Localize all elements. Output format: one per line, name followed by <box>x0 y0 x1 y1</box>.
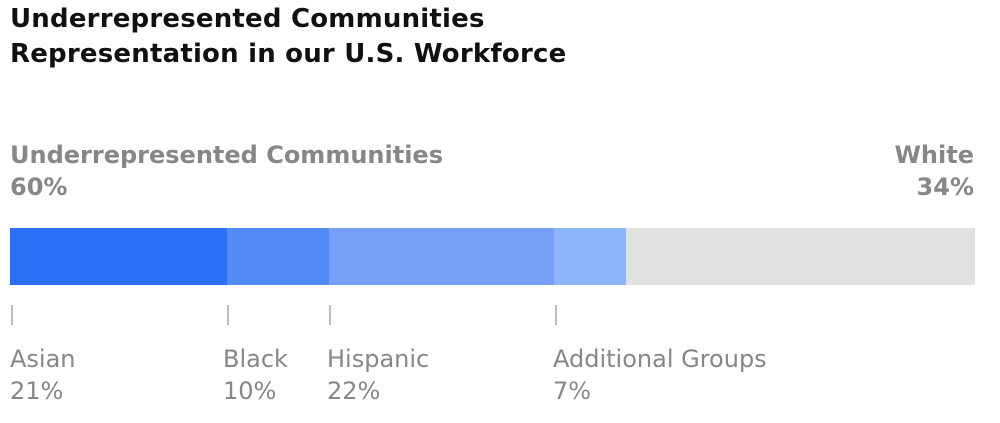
label-black-value: 10% <box>223 377 277 405</box>
stacked-bar <box>10 228 975 285</box>
label-black-name: Black <box>223 345 288 373</box>
segment-black <box>227 228 329 285</box>
tick-hispanic <box>329 305 331 325</box>
tick-black <box>227 305 229 325</box>
chart-title-line-1: Underrepresented Communities <box>10 4 485 34</box>
white-label: White <box>894 141 974 169</box>
label-additional-groups-name: Additional Groups <box>553 345 767 373</box>
chart-title: Underrepresented Communities Representat… <box>10 2 566 72</box>
label-asian: Asian 21% <box>10 343 76 407</box>
label-black: Black 10% <box>223 343 288 407</box>
white-summary: White 34% <box>894 139 974 203</box>
label-hispanic-value: 22% <box>327 377 381 405</box>
tick-asian <box>11 305 13 325</box>
underrepresented-summary: Underrepresented Communities 60% <box>10 139 443 203</box>
white-value: 34% <box>916 173 974 201</box>
label-additional-groups-value: 7% <box>553 377 592 405</box>
label-hispanic-name: Hispanic <box>327 345 430 373</box>
tick-additional-groups <box>555 305 557 325</box>
segment-hispanic <box>329 228 554 285</box>
chart-title-line-2: Representation in our U.S. Workforce <box>10 39 567 69</box>
segment-white <box>626 228 975 285</box>
underrepresented-label: Underrepresented Communities <box>10 141 443 169</box>
label-hispanic: Hispanic 22% <box>327 343 429 407</box>
label-additional-groups: Additional Groups 7% <box>553 343 767 407</box>
segment-additional-groups <box>554 228 626 285</box>
label-asian-value: 21% <box>10 377 64 405</box>
label-asian-name: Asian <box>10 345 76 373</box>
underrepresented-value: 60% <box>10 173 68 201</box>
segment-asian <box>10 228 227 285</box>
